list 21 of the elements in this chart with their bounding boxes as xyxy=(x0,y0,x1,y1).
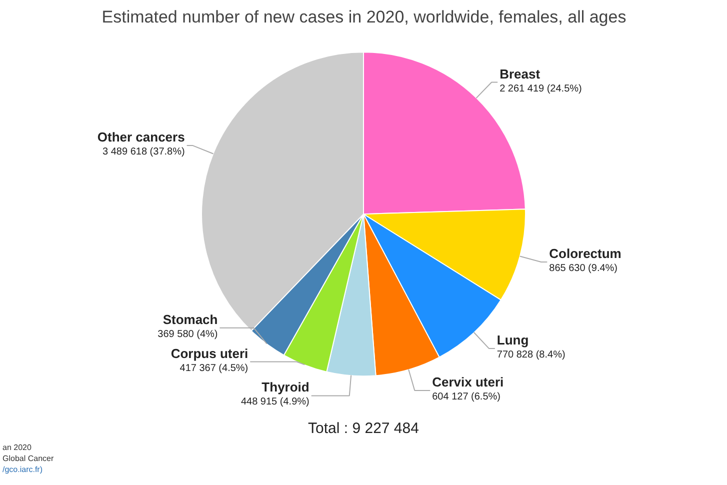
data-label: 448 915 (4.9%) xyxy=(240,396,310,408)
slice-label: Breast xyxy=(500,66,541,82)
chart-title: Estimated number of new cases in 2020, worldwide, females, all ages xyxy=(102,8,626,26)
data-label: 770 828 (8.4%) xyxy=(496,349,566,360)
data-label: 2 261 419 (24.5%) xyxy=(500,83,582,94)
text: an 2020 xyxy=(2,443,32,452)
data-label: 604 127 (6.5%) xyxy=(432,391,501,402)
slice-label: Stomach xyxy=(162,312,218,327)
slice-label: Other cancers xyxy=(97,130,185,145)
data-label: 3 489 618 (37.8%) xyxy=(102,146,185,158)
text: /gco.iarc.fr) xyxy=(2,465,43,474)
data-label: 417 367 (4.5%) xyxy=(180,362,248,374)
data-label: 369 580 (4%) xyxy=(158,328,218,340)
text: Total : 9 227 484 xyxy=(308,420,419,438)
slice-label: Thyroid xyxy=(262,380,310,395)
slice-label: Lung xyxy=(496,332,529,348)
slice-label: Cervix uteri xyxy=(432,374,504,390)
slice-label: Colorectum xyxy=(549,246,622,261)
slice-label: Corpus uteri xyxy=(170,346,248,361)
text: Global Cancer xyxy=(2,454,54,464)
data-label: 865 630 (9.4%) xyxy=(549,262,618,274)
